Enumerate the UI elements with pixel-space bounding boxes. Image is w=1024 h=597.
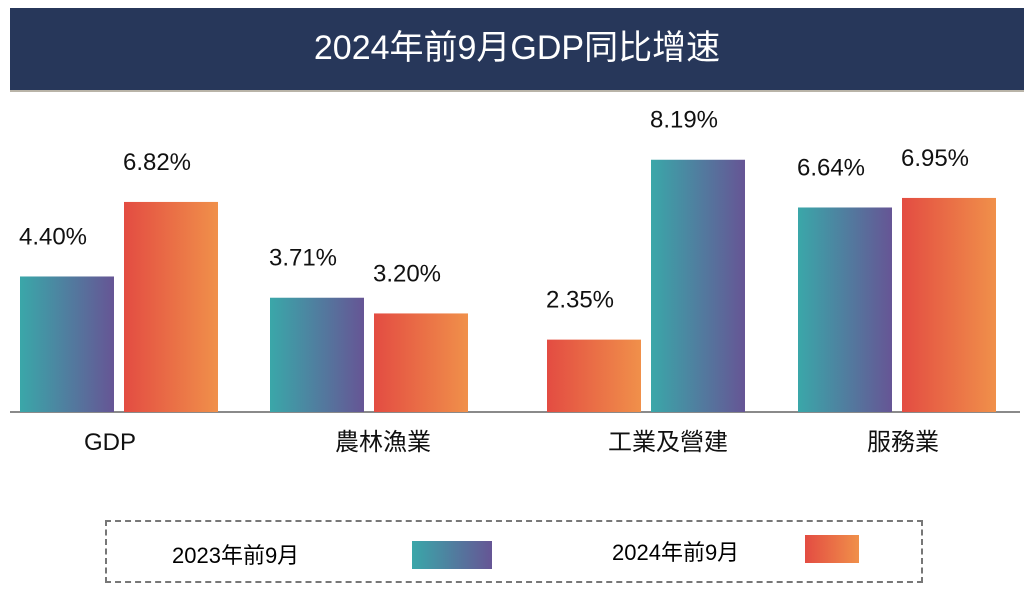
data-label: 6.82% bbox=[123, 149, 191, 176]
category-label: 工業及營建 bbox=[608, 429, 728, 456]
legend-label-2023: 2023年前9月 bbox=[172, 543, 300, 568]
data-label: 6.64% bbox=[797, 154, 865, 181]
legend-label-2024: 2024年前9月 bbox=[612, 540, 740, 565]
title-bar: 2024年前9月GDP同比增速 bbox=[10, 8, 1024, 92]
data-label: 4.40% bbox=[19, 223, 87, 250]
bar-2023-2 bbox=[547, 339, 641, 412]
bar-2024-2 bbox=[651, 159, 745, 412]
category-label: GDP bbox=[84, 429, 136, 456]
bar-2024-1 bbox=[374, 313, 468, 412]
bar-2023-3 bbox=[798, 207, 892, 412]
bar-2024-3 bbox=[902, 197, 996, 412]
category-label: 農林漁業 bbox=[335, 429, 431, 456]
data-label: 2.35% bbox=[546, 287, 614, 314]
data-label: 6.95% bbox=[901, 145, 969, 172]
data-label: 3.20% bbox=[373, 260, 441, 287]
data-label: 3.71% bbox=[269, 245, 337, 272]
chart-title: 2024年前9月GDP同比增速 bbox=[313, 29, 721, 67]
bar-2023-1 bbox=[270, 297, 364, 412]
legend-swatch-2023 bbox=[412, 541, 492, 569]
data-label: 8.19% bbox=[650, 107, 718, 134]
bar-2024-0 bbox=[124, 201, 218, 412]
bar-2023-0 bbox=[20, 276, 114, 412]
legend: 2023年前9月 2024年前9月 bbox=[105, 520, 923, 583]
legend-swatch-2024 bbox=[805, 535, 859, 563]
category-label: 服務業 bbox=[867, 429, 939, 456]
